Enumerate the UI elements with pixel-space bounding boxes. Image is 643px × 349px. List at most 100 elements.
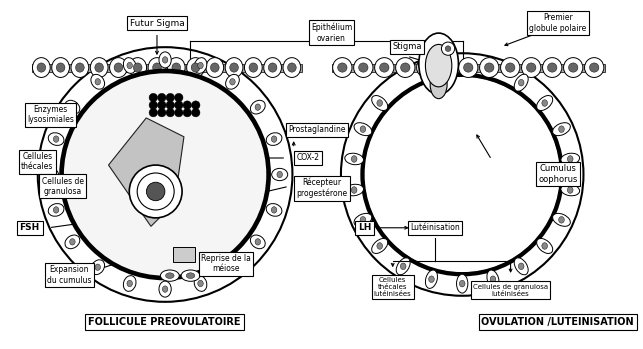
Ellipse shape — [249, 63, 258, 72]
Ellipse shape — [206, 58, 224, 77]
Ellipse shape — [459, 280, 465, 287]
Ellipse shape — [48, 133, 64, 146]
Ellipse shape — [160, 270, 179, 281]
Ellipse shape — [250, 235, 265, 249]
Ellipse shape — [537, 96, 553, 111]
Text: Cumulus
oophorus: Cumulus oophorus — [538, 164, 577, 184]
Circle shape — [341, 53, 583, 296]
Ellipse shape — [133, 63, 142, 72]
Polygon shape — [109, 118, 184, 227]
Ellipse shape — [537, 238, 553, 253]
Ellipse shape — [162, 57, 168, 63]
Ellipse shape — [547, 63, 557, 72]
Ellipse shape — [552, 123, 570, 136]
Text: Epithélium
ovarien: Epithélium ovarien — [311, 23, 352, 43]
Ellipse shape — [464, 63, 473, 72]
Text: FSH: FSH — [19, 223, 40, 232]
Ellipse shape — [429, 276, 434, 283]
Text: Expansion
du cumulus: Expansion du cumulus — [47, 265, 91, 285]
Text: Enzymes
lysosimiales: Enzymes lysosimiales — [27, 105, 74, 124]
Ellipse shape — [65, 100, 80, 114]
Circle shape — [149, 93, 158, 102]
Circle shape — [445, 46, 451, 52]
Ellipse shape — [53, 207, 59, 213]
Ellipse shape — [148, 58, 166, 77]
Ellipse shape — [568, 63, 578, 72]
Ellipse shape — [287, 63, 296, 72]
Text: Futur Sigma: Futur Sigma — [130, 18, 185, 28]
Ellipse shape — [95, 264, 100, 270]
Ellipse shape — [563, 58, 583, 77]
Ellipse shape — [159, 52, 171, 68]
Text: Prostaglandine: Prostaglandine — [289, 125, 346, 134]
Ellipse shape — [351, 156, 357, 162]
Text: Cellules
thécales
lutéinisées: Cellules thécales lutéinisées — [374, 277, 412, 297]
Ellipse shape — [395, 58, 415, 77]
Ellipse shape — [584, 58, 604, 77]
Ellipse shape — [186, 273, 195, 279]
Ellipse shape — [198, 280, 203, 287]
Ellipse shape — [354, 213, 372, 226]
Ellipse shape — [487, 270, 499, 288]
Ellipse shape — [345, 184, 363, 196]
Text: Premier
globule polaire: Premier globule polaire — [529, 14, 586, 33]
Ellipse shape — [255, 104, 260, 110]
Ellipse shape — [198, 62, 203, 69]
Circle shape — [149, 101, 158, 109]
Ellipse shape — [90, 58, 108, 77]
Ellipse shape — [48, 203, 64, 216]
Ellipse shape — [559, 126, 565, 133]
Circle shape — [183, 109, 192, 117]
Ellipse shape — [95, 63, 104, 72]
Ellipse shape — [505, 63, 515, 72]
Ellipse shape — [266, 203, 282, 216]
Circle shape — [64, 73, 266, 276]
Ellipse shape — [332, 58, 352, 77]
Bar — [32, 64, 302, 72]
Circle shape — [158, 109, 166, 117]
Text: Cellules de granulosa
lutéinisées: Cellules de granulosa lutéinisées — [473, 283, 548, 297]
Ellipse shape — [518, 79, 524, 86]
Circle shape — [442, 42, 455, 55]
Ellipse shape — [561, 184, 579, 196]
Ellipse shape — [401, 263, 406, 270]
Ellipse shape — [69, 104, 75, 110]
Ellipse shape — [181, 270, 200, 281]
Ellipse shape — [438, 58, 457, 77]
Ellipse shape — [590, 63, 599, 72]
Ellipse shape — [127, 280, 132, 287]
Circle shape — [166, 93, 174, 102]
Ellipse shape — [396, 258, 410, 275]
Ellipse shape — [109, 58, 127, 77]
Text: Stigma: Stigma — [392, 42, 422, 51]
Ellipse shape — [372, 238, 388, 253]
Ellipse shape — [127, 62, 132, 69]
Ellipse shape — [480, 58, 499, 77]
Ellipse shape — [377, 100, 383, 106]
Ellipse shape — [430, 70, 447, 99]
Text: Cellules de
granulosa: Cellules de granulosa — [42, 177, 84, 196]
Ellipse shape — [521, 58, 541, 77]
Ellipse shape — [65, 235, 80, 249]
Ellipse shape — [567, 156, 573, 162]
Ellipse shape — [42, 168, 59, 181]
Ellipse shape — [266, 133, 282, 146]
Circle shape — [174, 93, 183, 102]
Ellipse shape — [372, 96, 388, 111]
Circle shape — [62, 72, 268, 277]
Bar — [172, 247, 195, 262]
Ellipse shape — [264, 58, 282, 77]
Ellipse shape — [360, 216, 366, 223]
Ellipse shape — [152, 63, 161, 72]
Ellipse shape — [543, 58, 562, 77]
Ellipse shape — [210, 63, 219, 72]
Ellipse shape — [159, 281, 171, 297]
Ellipse shape — [33, 58, 50, 77]
Ellipse shape — [162, 286, 168, 292]
Ellipse shape — [379, 63, 389, 72]
Ellipse shape — [167, 58, 185, 77]
Circle shape — [174, 109, 183, 117]
Ellipse shape — [255, 239, 260, 245]
Ellipse shape — [542, 100, 547, 106]
Circle shape — [174, 101, 183, 109]
